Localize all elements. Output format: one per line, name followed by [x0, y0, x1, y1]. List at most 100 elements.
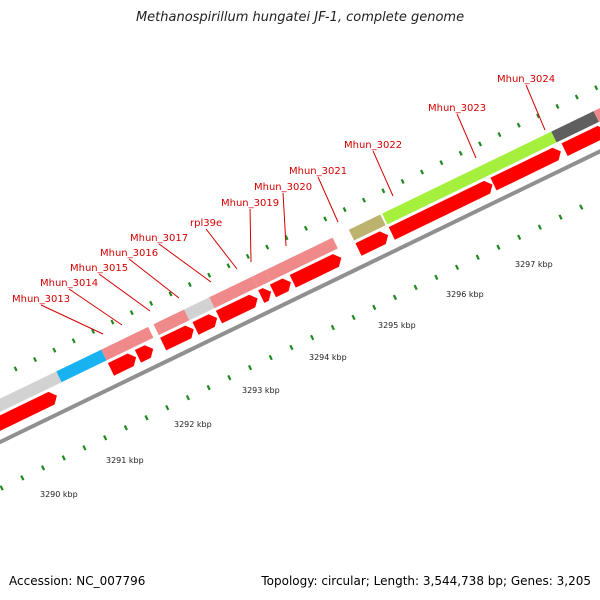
- tick-mark: [303, 225, 308, 231]
- tick-mark: [33, 356, 38, 363]
- backbone: [0, 149, 600, 445]
- gene-label: Mhun_3022: [344, 140, 402, 151]
- leader-line: [98, 273, 151, 312]
- label-leaders: [40, 84, 546, 335]
- tick-mark: [372, 304, 377, 311]
- gene-bar: [348, 214, 386, 241]
- tick-mark: [71, 338, 76, 344]
- gene-label: Mhun_3014: [40, 278, 98, 289]
- tick-mark: [206, 384, 211, 391]
- cds-arrow: [215, 294, 258, 324]
- tick-mark: [475, 254, 480, 261]
- page-title: Methanospirillum hungatei JF-1, complete…: [135, 10, 465, 25]
- kbp-label: 3293 kbp: [242, 386, 280, 395]
- leader-line: [40, 304, 104, 335]
- tick-mark: [13, 366, 18, 372]
- cds-track: [0, 125, 600, 431]
- cds-arrow: [289, 254, 342, 288]
- tick-mark: [82, 445, 87, 451]
- kbp-label: 3294 kbp: [309, 353, 347, 362]
- tick-mark: [103, 435, 108, 441]
- tick-mark: [245, 253, 250, 259]
- tick-mark: [247, 364, 253, 371]
- tick-marks: [0, 85, 600, 491]
- tick-mark: [497, 131, 502, 138]
- genome-summary-text: Topology: circular; Length: 3,544,738 bp…: [261, 574, 591, 588]
- kbp-label: 3291 kbp: [106, 456, 144, 465]
- gene-bar: [252, 270, 271, 288]
- tick-mark: [207, 272, 212, 278]
- tick-mark: [310, 334, 315, 341]
- tick-mark: [536, 113, 541, 119]
- tick-mark: [516, 122, 521, 128]
- kbp-label: 3296 kbp: [446, 290, 484, 299]
- kbp-label: 3297 kbp: [515, 260, 553, 269]
- leader-line: [205, 228, 238, 270]
- leader-line: [158, 243, 212, 283]
- tick-mark: [381, 188, 386, 194]
- gene-bar: [56, 349, 107, 383]
- tick-mark: [594, 85, 599, 91]
- tick-mark: [342, 206, 347, 213]
- gene-bar: [593, 107, 600, 122]
- tick-mark: [168, 291, 173, 297]
- gene-bar: [153, 309, 190, 336]
- cds-arrow: [258, 288, 272, 303]
- tick-mark: [227, 374, 232, 381]
- cds-arrow: [269, 278, 291, 298]
- gene-label: Mhun_3015: [70, 263, 128, 274]
- kbp-label: 3295 kbp: [378, 321, 416, 330]
- gene-label: Mhun_3016: [100, 248, 158, 259]
- tick-mark: [268, 354, 273, 361]
- tick-mark: [149, 300, 154, 306]
- tick-mark: [574, 94, 579, 100]
- tick-mark: [20, 475, 25, 481]
- tick-mark: [52, 347, 57, 353]
- tick-mark: [144, 414, 149, 421]
- leader-line: [249, 208, 252, 263]
- tick-mark: [413, 284, 418, 291]
- tick-mark: [555, 103, 560, 109]
- gene-bar: [551, 111, 599, 143]
- gene-labels: Mhun_3013 Mhun_3014 Mhun_3015 Mhun_3016 Mhun…: [12, 74, 555, 305]
- tick-mark: [400, 178, 405, 184]
- tick-mark: [537, 224, 542, 230]
- tick-mark: [558, 214, 563, 220]
- cds-arrow: [134, 345, 154, 363]
- leader-line: [317, 176, 339, 223]
- tick-mark: [91, 328, 96, 334]
- leader-line: [525, 84, 546, 131]
- tick-mark: [0, 485, 4, 491]
- gene-bar: [209, 276, 258, 309]
- tick-mark: [458, 150, 463, 156]
- gene-label: Mhun_3019: [221, 198, 279, 209]
- leader-line: [282, 192, 287, 247]
- tick-mark: [496, 244, 501, 250]
- gene-label: Mhun_3020: [254, 182, 312, 193]
- accession-text: Accession: NC_007796: [9, 574, 146, 588]
- gene-label: Mhun_3023: [428, 103, 486, 114]
- gene-bar: [184, 297, 215, 321]
- tick-mark: [129, 310, 134, 316]
- tick-mark: [454, 264, 460, 271]
- gene-bar: [265, 237, 338, 282]
- tick-mark: [439, 160, 444, 166]
- cds-arrow: [388, 180, 493, 240]
- cds-arrow: [107, 353, 137, 376]
- gene-label: rpl39e: [190, 218, 222, 229]
- cds-arrow: [490, 147, 561, 191]
- tick-mark: [187, 281, 192, 288]
- tick-mark: [110, 319, 115, 325]
- leader-line: [128, 258, 180, 299]
- kbp-label: 3290 kbp: [40, 490, 78, 499]
- cds-arrow: [0, 391, 57, 431]
- tick-mark: [420, 169, 425, 175]
- tick-mark: [40, 465, 46, 471]
- gene-bar: [382, 131, 557, 225]
- gene-bar: [101, 326, 154, 361]
- tick-mark: [579, 204, 584, 210]
- leader-line: [68, 288, 123, 326]
- tick-mark: [330, 324, 335, 331]
- gene-label: Mhun_3017: [130, 233, 188, 244]
